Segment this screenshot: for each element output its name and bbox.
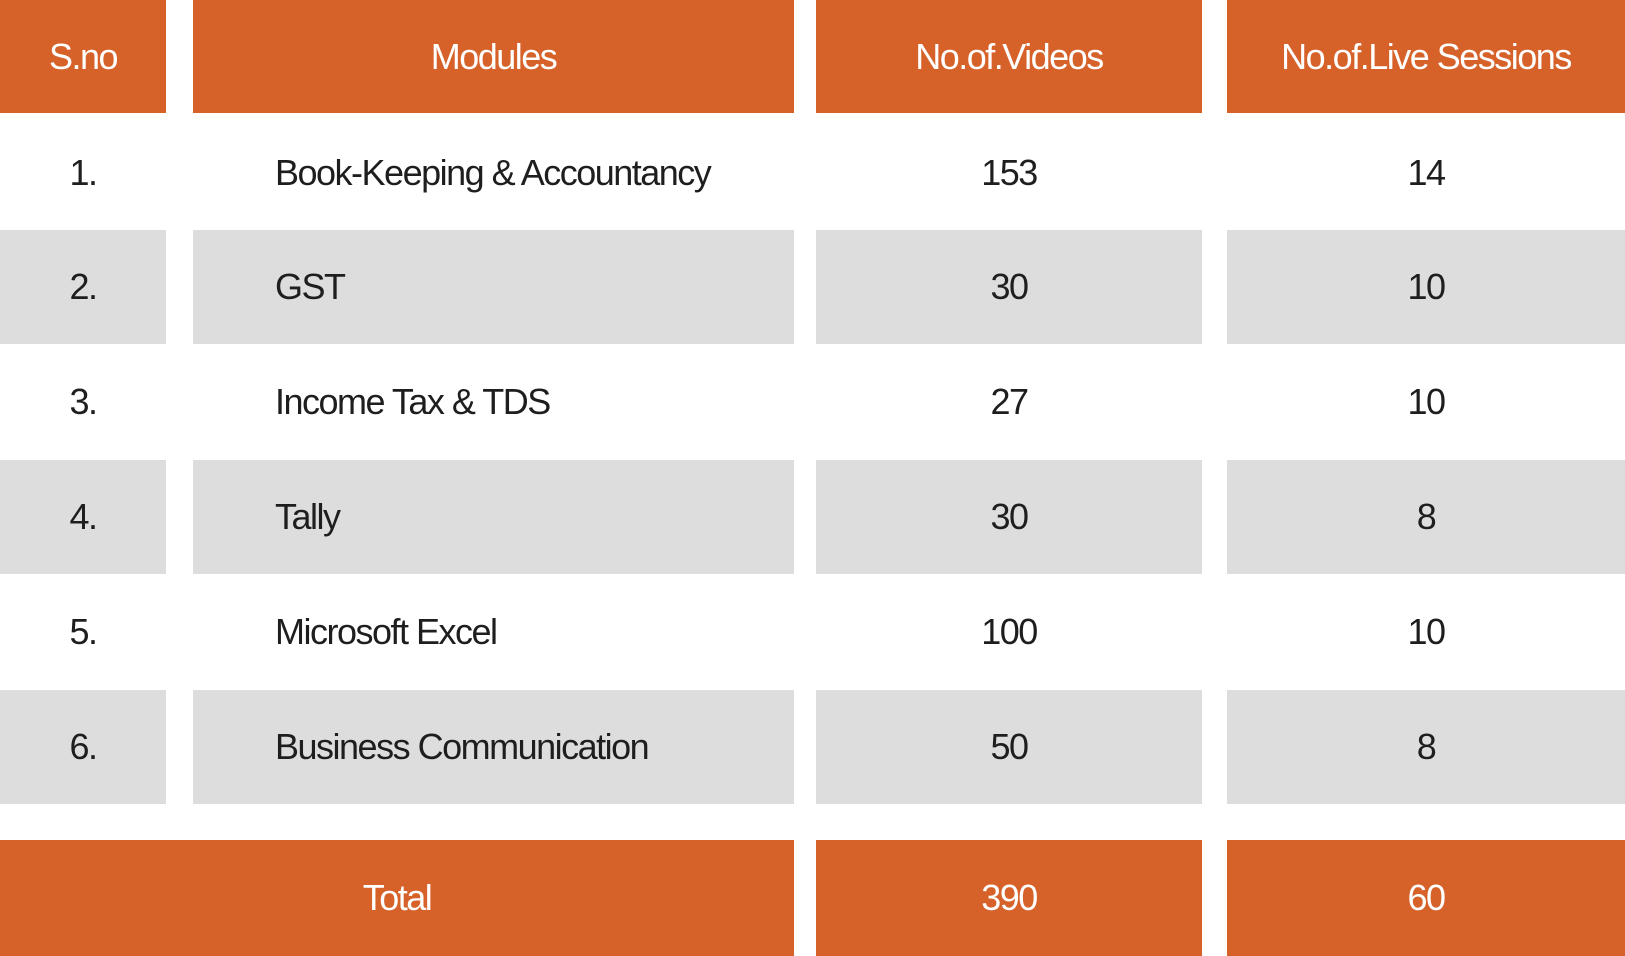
row-2-sessions: 10 xyxy=(1227,230,1625,344)
row-3-videos: 27 xyxy=(990,381,1029,422)
row-3-sno: 3. xyxy=(69,381,98,422)
row-1-sessions: 14 xyxy=(1407,152,1446,193)
row-6-module: Business Communication xyxy=(193,690,794,804)
row-6-videos: 50 xyxy=(816,690,1202,804)
total-sessions: 60 xyxy=(1227,840,1625,956)
row-1-module: Book-Keeping & Accountancy xyxy=(275,152,712,193)
row-5-sno: 5. xyxy=(69,611,98,652)
row-5-module: Microsoft Excel xyxy=(275,611,498,652)
header-live-sessions: No.of.Live Sessions xyxy=(1227,0,1625,113)
total-videos: 390 xyxy=(816,840,1202,956)
header-videos: No.of.Videos xyxy=(816,0,1202,113)
row-4-sessions: 8 xyxy=(1227,460,1625,574)
header-sno: S.no xyxy=(0,0,166,113)
row-6-sessions: 8 xyxy=(1227,690,1625,804)
row-6-sno: 6. xyxy=(0,690,166,804)
row-4-module: Tally xyxy=(193,460,794,574)
header-modules: Modules xyxy=(193,0,794,113)
row-2-sno: 2. xyxy=(0,230,166,344)
row-1-videos: 153 xyxy=(981,152,1038,193)
row-2-module: GST xyxy=(193,230,794,344)
row-4-sno: 4. xyxy=(0,460,166,574)
row-5-sessions: 10 xyxy=(1407,611,1446,652)
row-1-sno: 1. xyxy=(69,152,98,193)
row-3-sessions: 10 xyxy=(1407,381,1446,422)
row-3-module: Income Tax & TDS xyxy=(275,381,551,422)
row-5-videos: 100 xyxy=(981,611,1038,652)
row-2-videos: 30 xyxy=(816,230,1202,344)
row-4-videos: 30 xyxy=(816,460,1202,574)
total-label: Total xyxy=(0,840,794,956)
